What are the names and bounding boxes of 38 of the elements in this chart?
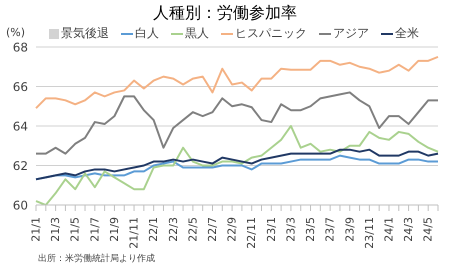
y-tick-label: 62: [12, 158, 28, 173]
line-series: [35, 56, 439, 110]
legend-label: ヒスパニック: [235, 25, 307, 42]
y-axis-title: (%): [6, 26, 26, 39]
legend-label: 黒人: [185, 25, 209, 42]
x-tick-label: 21/11: [128, 217, 141, 249]
y-tick-label: 60: [12, 198, 28, 212]
x-tick-label: 22/7: [206, 217, 219, 242]
y-tick-label: 64: [12, 119, 28, 134]
legend-label: アジア: [333, 25, 369, 42]
x-tick-label: 23/1: [264, 217, 278, 242]
legend-label: 白人: [135, 25, 159, 42]
x-tick-label: 21/5: [68, 217, 82, 242]
x-tick-label: 22/5: [186, 217, 200, 242]
legend-label: 全米: [395, 25, 419, 42]
x-tick-label: 23/5: [304, 217, 318, 242]
x-tick-label: 23/7: [324, 217, 337, 242]
x-tick-label: 21/1: [30, 217, 42, 242]
x-tick-label: 22/11: [245, 217, 258, 249]
chart-title: 人種別：労働参加率: [152, 3, 298, 24]
x-tick-label: 22/9: [226, 217, 239, 242]
x-tick-label: 24/3: [402, 217, 416, 242]
x-tick-label: 23/9: [343, 217, 356, 242]
x-tick-label: 22/1: [147, 217, 160, 242]
y-tick-label: 66: [12, 80, 28, 94]
x-tick-label: 24/1: [382, 217, 396, 242]
text: 出所：米労働統計局より作成: [38, 252, 155, 265]
x-tick-label: 22/3: [166, 217, 180, 242]
x-tick-label: 21/7: [88, 217, 102, 242]
y-tick-label: 68: [12, 40, 28, 54]
x-tick-label: 23/11: [362, 217, 376, 249]
x-tick-label: 21/3: [49, 217, 62, 242]
x-tick-label: 24/5: [422, 217, 435, 242]
line-series: [35, 148, 439, 180]
x-tick-label: 23/3: [284, 217, 298, 242]
x-tick-label: 21/9: [108, 217, 121, 242]
legend-label: 景気後退: [61, 25, 109, 42]
line-series: [35, 91, 439, 155]
